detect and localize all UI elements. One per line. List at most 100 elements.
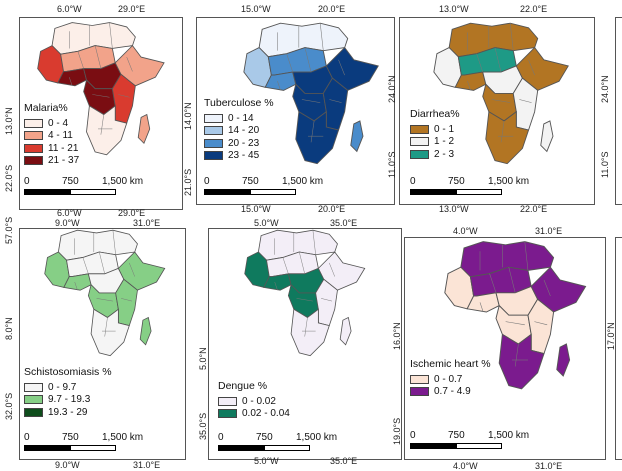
legend-item: 19.3 - 29 — [24, 406, 112, 419]
legend-label: 0 - 0.7 — [434, 373, 463, 385]
scale-bar: 0 750 1,500 km — [204, 176, 344, 200]
scale-label-end: 1,500 km — [296, 432, 338, 443]
coord-top-0: 5.0°W — [254, 218, 279, 228]
country-border-6 — [69, 77, 73, 86]
country-border-2 — [524, 241, 529, 271]
legend-item: 0 - 4 — [24, 117, 79, 130]
scale-bar: 0 750 1,500 km — [410, 176, 550, 200]
country-border-3 — [77, 51, 84, 69]
legend-swatch — [204, 151, 223, 161]
legend-item: 23 - 45 — [204, 150, 274, 163]
scale-label-mid: 750 — [448, 176, 465, 187]
coord-top-1: 20.0°E — [318, 4, 346, 14]
country-border-9 — [534, 321, 548, 326]
legend-swatch — [24, 131, 43, 141]
legend-swatch — [410, 149, 429, 159]
legend-title: Dengue % — [218, 380, 268, 392]
coord-left-0: 24.0°N — [387, 75, 397, 103]
legend-item: 4 - 11 — [24, 130, 79, 143]
country-border-2 — [109, 22, 113, 49]
country-border-6 — [277, 81, 281, 91]
country-border-5 — [304, 317, 308, 337]
scale-segment-white — [70, 445, 116, 451]
legend-label: 20 - 23 — [228, 137, 260, 149]
africa-map-tuberculose — [243, 22, 379, 165]
scale-segment-black — [410, 189, 456, 195]
legend-label: 14 - 20 — [228, 125, 260, 137]
legend-swatch — [24, 382, 43, 392]
legend-swatch — [410, 374, 429, 384]
coord-left-1: 22.0°S — [4, 164, 14, 192]
country-border-8 — [491, 99, 511, 103]
scale-label-zero: 0 — [218, 432, 224, 443]
scale-segment-black — [218, 445, 264, 451]
country-border-8 — [296, 298, 313, 302]
coord-left-0: 8.0°N — [4, 317, 14, 340]
partial-panel-edge-bottom — [615, 237, 622, 460]
coord-top-1: 35.0°E — [330, 218, 358, 228]
coord-left-0: 5.0°N — [198, 347, 208, 370]
country-border-9 — [329, 99, 342, 103]
legend-item: 0 - 14 — [204, 112, 274, 125]
legend-swatch — [24, 118, 43, 128]
country-border-3 — [82, 257, 89, 274]
legend-tuberculose: Tuberculose % 0 - 14 14 - 20 20 - 23 23 - 45 — [204, 97, 274, 162]
coord-left-extra: 57.0°S — [4, 216, 14, 244]
country-border-5 — [514, 343, 519, 367]
coord-top-0: 9.0°W — [55, 218, 80, 228]
coord-top-1: 31.0°E — [133, 218, 161, 228]
country-border-8 — [92, 94, 110, 98]
coord-top-1: 29.0°E — [118, 4, 146, 14]
region-south — [90, 308, 130, 357]
coord-left-1: 35.0°S — [198, 412, 208, 440]
country-border-9 — [118, 94, 130, 98]
scale-segment-black — [24, 189, 70, 195]
country-border-7 — [528, 59, 535, 76]
scale-label-zero: 0 — [410, 430, 416, 441]
scale-label-zero: 0 — [410, 176, 416, 187]
legend-ischemic: Ischemic heart % 0 - 0.7 0.7 - 4.9 — [410, 358, 491, 398]
scale-label-end: 1,500 km — [282, 176, 324, 187]
legend-swatch — [24, 156, 43, 166]
country-border-9 — [519, 99, 532, 103]
country-border-7 — [543, 279, 551, 297]
country-border-8 — [505, 321, 525, 326]
region-south — [86, 105, 128, 156]
country-border-7 — [129, 262, 135, 277]
coord-left-1: 19.0°S — [392, 417, 402, 445]
country-border-9 — [121, 298, 133, 302]
country-border-2 — [319, 23, 324, 51]
coord-bottom-0: 13.0°W — [439, 204, 469, 214]
coord-bottom-1: 20.0°E — [318, 204, 346, 214]
coord-left-0: 13.0°N — [4, 107, 14, 135]
legend-item: 0.7 - 4.9 — [410, 386, 491, 399]
legend-item: 9.7 - 19.3 — [24, 394, 112, 407]
country-border-9 — [321, 298, 333, 302]
region-mad — [556, 343, 571, 377]
legend-label: 0 - 9.7 — [48, 381, 77, 393]
scale-bar: 0 750 1,500 km — [24, 432, 164, 456]
scale-label-end: 1,500 km — [488, 430, 530, 441]
country-border-3 — [286, 53, 293, 73]
country-border-3 — [476, 53, 483, 73]
coord-left-0: 14.0°N — [183, 102, 193, 130]
scale-label-zero: 0 — [204, 176, 210, 187]
coord-left-1: 21.0°S — [183, 168, 193, 196]
legend-label: 23 - 45 — [228, 150, 260, 162]
country-border-6 — [467, 81, 471, 91]
africa-map-malaria — [37, 22, 165, 156]
coord-top-0: 13.0°W — [439, 4, 469, 14]
country-border-4 — [508, 267, 516, 293]
legend-item: 0.02 - 0.04 — [218, 408, 290, 421]
scale-bar: 0 750 1,500 km — [218, 432, 358, 456]
scale-label-end: 1,500 km — [102, 176, 144, 187]
legend-swatch — [24, 395, 43, 405]
legend-item: 0 - 1 — [410, 123, 460, 136]
scale-segment-white — [250, 189, 296, 195]
legend-item: 0 - 0.02 — [218, 395, 290, 408]
africa-map-schistosomiasis — [44, 229, 166, 357]
scale-label-mid: 750 — [448, 430, 465, 441]
coord-bottom-0: 6.0°W — [57, 208, 82, 218]
legend-label: 0 - 4 — [48, 117, 69, 129]
africa-map-ischemic — [444, 241, 587, 390]
